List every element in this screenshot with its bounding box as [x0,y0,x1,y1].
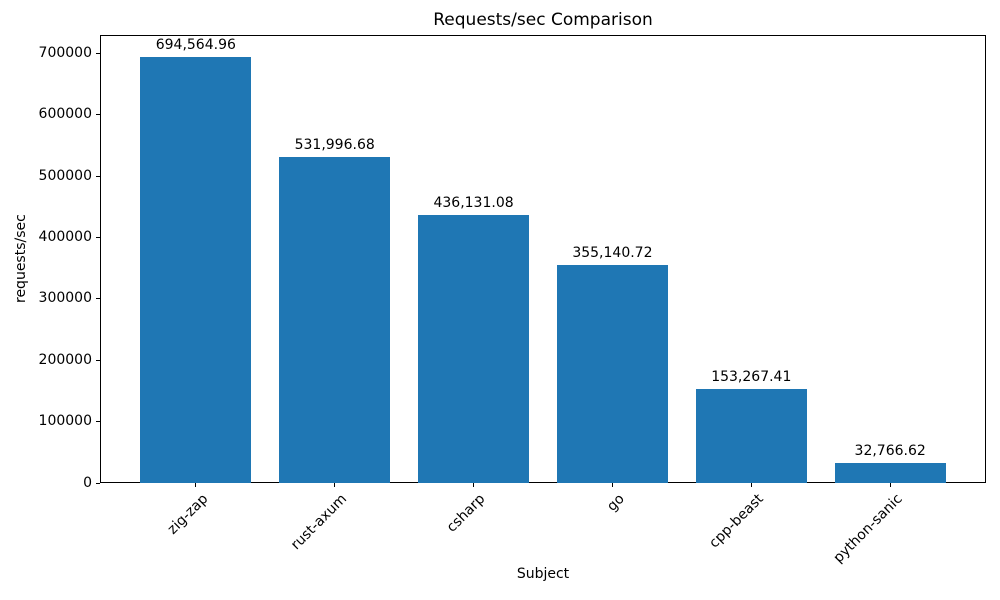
y-tick-label: 0 [83,474,92,491]
y-tick-label: 400000 [38,229,92,246]
bar-value-label: 355,140.72 [572,245,653,262]
y-tick-label: 200000 [38,351,92,368]
bar-rust-axum [279,156,391,483]
x-tick-label: cpp-beast [706,491,767,552]
bar-csharp [418,215,530,483]
y-tick [96,175,100,177]
y-tick-label: 500000 [38,167,92,184]
bar-python-sanic [834,462,946,483]
x-tick [889,483,891,487]
x-axis-label: Subject [516,566,570,582]
bar-value-label: 436,131.08 [433,195,514,212]
bar-zig-zap [140,56,252,483]
chart-title: Requests/sec Comparison [433,10,653,30]
x-tick-label: rust-axum [287,491,351,554]
y-tick [96,237,100,239]
bar-value-label: 153,267.41 [711,368,792,385]
y-tick-label: 600000 [38,106,92,123]
y-tick-label: 300000 [38,290,92,307]
y-tick-label: 700000 [38,44,92,61]
x-tick [750,483,752,487]
x-tick-label: csharp [444,491,489,536]
bar-cpp-beast [695,388,807,483]
bar-value-label: 531,996.68 [294,136,375,153]
y-tick [96,482,100,484]
y-tick [96,298,100,300]
y-tick [96,52,100,54]
x-tick [473,483,475,487]
y-tick [96,359,100,361]
bar-value-label: 32,766.62 [854,442,926,459]
x-tick-label: zig-zap [164,491,212,538]
y-tick [96,114,100,116]
y-axis-label: requests/sec [13,214,29,304]
x-tick-label: go [604,491,628,515]
x-tick [334,483,336,487]
bar-go [556,265,668,483]
y-tick-label: 100000 [38,413,92,430]
y-tick [96,421,100,423]
x-tick [195,483,197,487]
x-tick [611,483,613,487]
bar-value-label: 694,564.96 [155,36,236,53]
x-tick-label: python-sanic [830,491,906,567]
